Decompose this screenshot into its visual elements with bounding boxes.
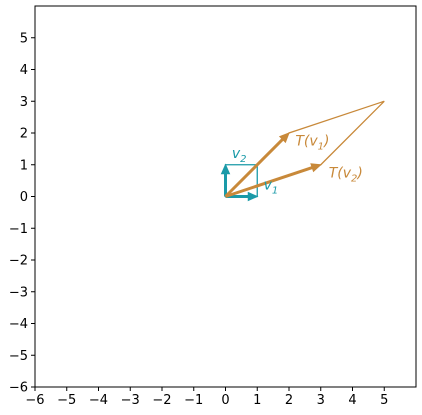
x-tick-label: 3 [317,393,325,408]
vector-arrowhead-v2 [220,163,231,175]
x-tick-label: 5 [380,393,388,408]
x-tick-label: −5 [57,393,76,408]
vector-arrowhead-t-v2 [310,163,322,173]
y-tick-label: −3 [9,285,28,300]
x-tick-label: −4 [89,393,108,408]
vector-label: v2 [232,146,247,165]
x-tick-label: −2 [152,393,171,408]
y-tick-label: −5 [9,349,28,364]
vector-t-v2 [225,166,313,198]
y-tick-label: 3 [20,95,28,110]
y-tick-label: −4 [9,317,28,332]
vector-t-v1 [224,138,284,198]
y-tick-label: −6 [9,381,28,396]
vector-label: T(v2) [329,165,363,184]
y-tick-label: 1 [20,158,28,173]
vector-label: T(v1) [295,134,329,153]
y-tick-label: 4 [20,63,28,78]
y-tick-label: 5 [20,31,28,46]
vector-label: v1 [264,178,279,197]
x-tick-label: −1 [184,393,203,408]
x-tick-label: 1 [253,393,261,408]
x-tick-label: 4 [348,393,356,408]
y-tick-label: −2 [9,254,28,269]
vector-arrowhead-v1 [247,191,259,202]
y-tick-label: −1 [9,222,28,237]
x-tick-label: 0 [221,393,229,408]
x-tick-label: −3 [121,393,140,408]
y-tick-label: 2 [20,127,28,142]
vector-arrowhead-t-v1 [278,132,290,144]
x-tick-label: −6 [25,393,44,408]
y-tick-label: 0 [20,190,28,205]
x-tick-label: 2 [285,393,293,408]
